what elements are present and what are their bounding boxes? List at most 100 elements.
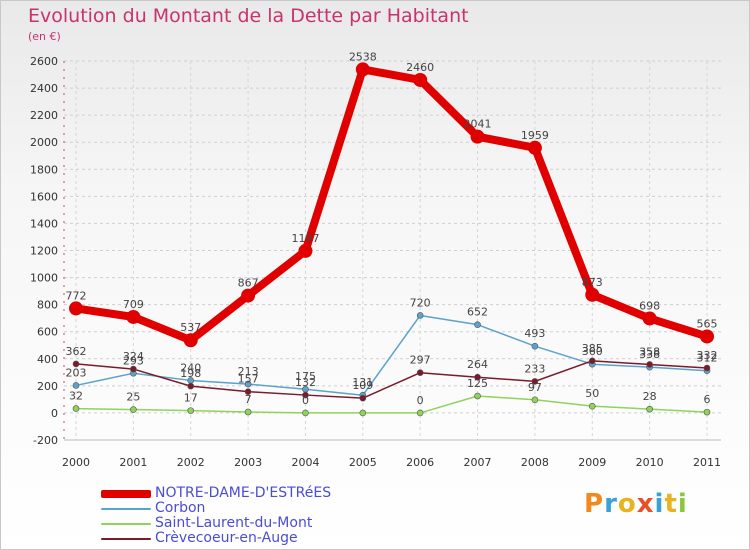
series-line-main (72, 65, 711, 345)
data-label: 132 (295, 376, 316, 389)
data-label: 772 (66, 289, 87, 302)
y-tick-label: 1400 (30, 217, 58, 230)
data-label: 1959 (521, 129, 549, 142)
y-tick-label: 1200 (30, 245, 58, 258)
grid (64, 60, 721, 441)
x-tick-label: 2004 (291, 456, 319, 469)
logo-letter: t (664, 489, 678, 519)
chart-unit: (en €) (28, 30, 61, 43)
data-point (646, 361, 653, 368)
data-point (646, 405, 653, 413)
data-point (72, 360, 80, 368)
data-point (302, 409, 309, 417)
legend-label: Saint-Laurent-du-Mont (155, 515, 313, 531)
data-point (359, 409, 367, 417)
y-tick-label: 2000 (30, 136, 58, 149)
data-point (474, 321, 481, 328)
data-point (474, 392, 481, 400)
data-point (130, 406, 137, 413)
data-label: 324 (123, 350, 144, 363)
data-label: 233 (524, 362, 545, 375)
data-label: 360 (582, 345, 603, 358)
y-tick-label: 2600 (30, 55, 58, 68)
axes: -200020040060080010001200140016001800200… (30, 55, 721, 469)
data-point (527, 140, 542, 155)
data-label: 332 (697, 349, 718, 362)
data-labels: 772 709 537 867 1197 2538 2460 2041 1959 873 698 56… (66, 50, 718, 407)
y-tick-label: 1800 (30, 163, 58, 176)
data-label: 32 (69, 390, 83, 403)
chart-title: Evolution du Montant de la Dette par Hab… (28, 5, 469, 27)
data-label: 493 (524, 327, 545, 340)
legend-swatch (101, 490, 151, 498)
data-point (69, 301, 83, 316)
data-label: 17 (184, 392, 198, 405)
data-point (474, 373, 481, 381)
data-label: 312 (697, 352, 718, 365)
data-label: 0 (417, 394, 424, 407)
data-label: 867 (238, 277, 259, 290)
data-label: 358 (639, 345, 660, 358)
data-label: 1197 (291, 232, 319, 245)
series-line (75, 360, 708, 399)
data-label: 2538 (349, 50, 377, 63)
data-point (703, 408, 711, 416)
data-label: 6 (704, 393, 711, 406)
data-point (703, 364, 711, 372)
data-label: 385 (582, 342, 603, 355)
logo-letter: x (636, 489, 655, 519)
data-label: 0 (302, 394, 309, 407)
data-label: 293 (123, 354, 144, 367)
series-lines (69, 62, 714, 417)
data-point (241, 288, 256, 303)
data-label: 175 (295, 370, 316, 383)
logo-letter: o (617, 489, 637, 519)
data-label: 338 (639, 348, 660, 361)
y-tick-label: 2200 (30, 109, 58, 122)
x-tick-label: 2007 (464, 456, 492, 469)
data-point (183, 333, 198, 348)
x-tick-label: 2003 (234, 456, 262, 469)
data-point (244, 408, 252, 416)
y-tick-label: 800 (37, 299, 58, 312)
data-point (302, 391, 309, 399)
y-tick-label: 0 (51, 407, 58, 420)
data-label: 264 (467, 358, 488, 371)
data-label: 297 (410, 354, 431, 367)
x-tick-label: 2010 (636, 456, 664, 469)
legend-swatch (101, 508, 151, 510)
data-label: 565 (697, 317, 718, 330)
logo-letter: r (604, 489, 618, 519)
data-point (416, 312, 424, 319)
logo-letter: i (654, 489, 665, 519)
proxiti-logo: Proxiti (584, 489, 688, 519)
data-label: 198 (180, 367, 201, 380)
legend-label: Crèvecoeur-en-Auge (155, 530, 298, 546)
data-point (700, 329, 714, 344)
data-point (588, 357, 596, 365)
data-point (126, 309, 141, 324)
logo-letter: i (677, 489, 688, 519)
series-line (75, 395, 708, 414)
y-tick-label: 600 (37, 326, 58, 339)
data-point (413, 72, 428, 87)
data-label: 2460 (406, 61, 434, 74)
y-tick-label: 1000 (30, 272, 58, 285)
data-point (72, 382, 80, 389)
x-tick-label: 2011 (693, 456, 721, 469)
x-tick-label: 2002 (177, 456, 205, 469)
y-tick-label: 1600 (30, 190, 58, 203)
data-point (588, 402, 596, 410)
x-tick-label: 2001 (119, 456, 147, 469)
data-label: 109 (352, 379, 373, 392)
data-label: 125 (467, 377, 488, 390)
data-label: 97 (528, 381, 542, 394)
y-tick-label: 400 (37, 353, 58, 366)
data-point (187, 382, 195, 390)
legend-swatch (101, 523, 151, 525)
data-label: 7 (245, 393, 252, 406)
x-tick-label: 2006 (406, 456, 434, 469)
logo-letter: P (584, 489, 605, 519)
